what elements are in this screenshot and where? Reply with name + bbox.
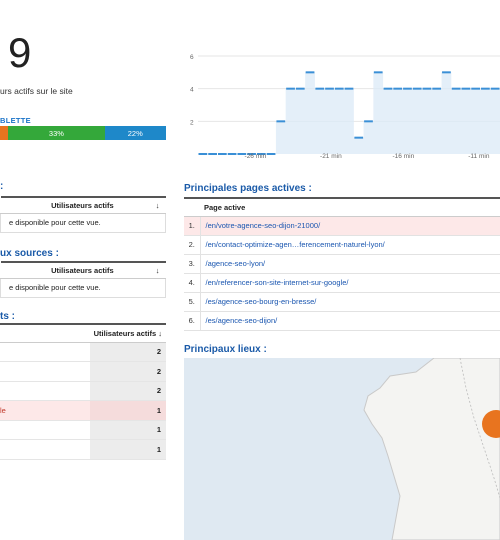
event-value: 1 (90, 420, 166, 440)
map-border (459, 358, 500, 499)
users-empty-message: e disponible pour cette vue. (0, 212, 166, 233)
table-row[interactable]: 2 (0, 381, 166, 401)
x-tick-label: -16 min (393, 153, 415, 160)
event-value: 2 (90, 361, 166, 382)
device-category-label: BLETTE (0, 116, 31, 125)
table-row[interactable]: 2 (0, 342, 166, 362)
users-column-header[interactable]: Utilisateurs actifs ↓ (0, 196, 166, 214)
event-value: 2 (90, 381, 166, 401)
event-label[interactable] (0, 420, 90, 440)
locations-map[interactable] (184, 358, 500, 540)
row-number: 3. (184, 254, 201, 274)
row-number: 4. (184, 273, 201, 293)
active-users-caption: urs actifs sur le site (0, 86, 73, 96)
table-row[interactable]: 1 (0, 420, 166, 440)
device-segment[interactable]: 22% (104, 126, 166, 140)
map-land (363, 358, 500, 540)
sort-down-icon[interactable]: ↓ (155, 265, 160, 275)
realtime-users-chart: 2 4 6 -26 min -21 min -16 min -11 min (184, 44, 500, 166)
page-url-link[interactable]: /en/votre-agence-seo-dijon-21000/ (200, 216, 500, 236)
y-tick-label: 2 (190, 119, 194, 126)
sources-column-header[interactable]: Utilisateurs actifs ↓ (0, 261, 166, 279)
table-row[interactable]: 3. /agence-seo-lyon/ (184, 254, 500, 274)
device-segment[interactable]: 33% (8, 126, 105, 140)
series-area (198, 72, 500, 154)
row-number: 6. (184, 311, 201, 331)
row-number: 1. (184, 216, 201, 236)
event-label[interactable] (0, 361, 90, 382)
event-value: 1 (90, 439, 166, 460)
event-label[interactable]: le (0, 400, 90, 421)
active-users-count: 9 (8, 29, 32, 76)
table-row[interactable]: le 1 (0, 400, 166, 421)
sort-down-icon[interactable]: ↓ (158, 328, 162, 338)
events-column-header[interactable]: Utilisateurs actifs ↓ (0, 323, 166, 343)
page-active-column-header[interactable]: Page active (184, 197, 500, 217)
event-label[interactable] (0, 342, 90, 362)
events-table: Utilisateurs actifs ↓ 2 2 2 le 1 1 1 (0, 323, 166, 460)
page-url-link[interactable]: /en/referencer-son-site-internet-sur-goo… (200, 273, 500, 293)
sources-empty-message: e disponible pour cette vue. (0, 277, 166, 298)
event-label[interactable] (0, 439, 90, 460)
location-marker[interactable] (482, 410, 500, 438)
active-pages-title: Principales pages actives : (184, 183, 312, 194)
france-map-svg (363, 358, 500, 540)
page-url-link[interactable]: /agence-seo-lyon/ (200, 254, 500, 274)
y-tick-label: 6 (190, 54, 194, 61)
table-row[interactable]: 5. /es/agence-seo-bourg-en-bresse/ (184, 292, 500, 312)
active-pages-table: Page active 1. /en/votre-agence-seo-dijo… (184, 197, 500, 331)
x-tick-label: -11 min (468, 153, 490, 160)
page-url-link[interactable]: /en/contact-optimize-agen…ferencement-na… (200, 235, 500, 255)
table-row[interactable]: 2 (0, 361, 166, 382)
event-value: 1 (90, 400, 166, 421)
events-section-title: ts : (0, 311, 15, 322)
sources-table: Utilisateurs actifs ↓ e disponible pour … (0, 261, 166, 298)
table-row[interactable]: 1 (0, 439, 166, 460)
users-column-label: Utilisateurs actifs (51, 200, 114, 210)
users-section-title: : (0, 181, 4, 192)
table-row[interactable]: 4. /en/referencer-son-site-internet-sur-… (184, 273, 500, 293)
page-url-link[interactable]: /es/agence-seo-bourg-en-bresse/ (200, 292, 500, 312)
x-tick-label: -21 min (320, 153, 342, 160)
sources-section-title: ux sources : (0, 248, 59, 259)
device-share-bar: 33% 22% (0, 126, 166, 140)
page-url-link[interactable]: /es/agence-seo-dijon/ (200, 311, 500, 331)
row-number: 2. (184, 235, 201, 255)
table-row[interactable]: 6. /es/agence-seo-dijon/ (184, 311, 500, 331)
sources-column-label: Utilisateurs actifs (51, 265, 114, 275)
event-label[interactable] (0, 381, 90, 401)
events-column-label: Utilisateurs actifs (93, 328, 157, 338)
y-tick-label: 4 (190, 87, 194, 94)
event-value: 2 (90, 342, 166, 362)
locations-section-title: Principaux lieux : (184, 344, 267, 355)
table-row[interactable]: 1. /en/votre-agence-seo-dijon-21000/ (184, 216, 500, 236)
users-table: Utilisateurs actifs ↓ e disponible pour … (0, 196, 166, 233)
table-row[interactable]: 2. /en/contact-optimize-agen…ferencement… (184, 235, 500, 255)
device-segment[interactable] (0, 126, 9, 140)
x-tick-label: -26 min (245, 153, 267, 160)
realtime-chart-svg: 2 4 6 -26 min -21 min -16 min -11 min (190, 54, 500, 160)
sort-down-icon[interactable]: ↓ (155, 200, 160, 210)
row-number: 5. (184, 292, 201, 312)
